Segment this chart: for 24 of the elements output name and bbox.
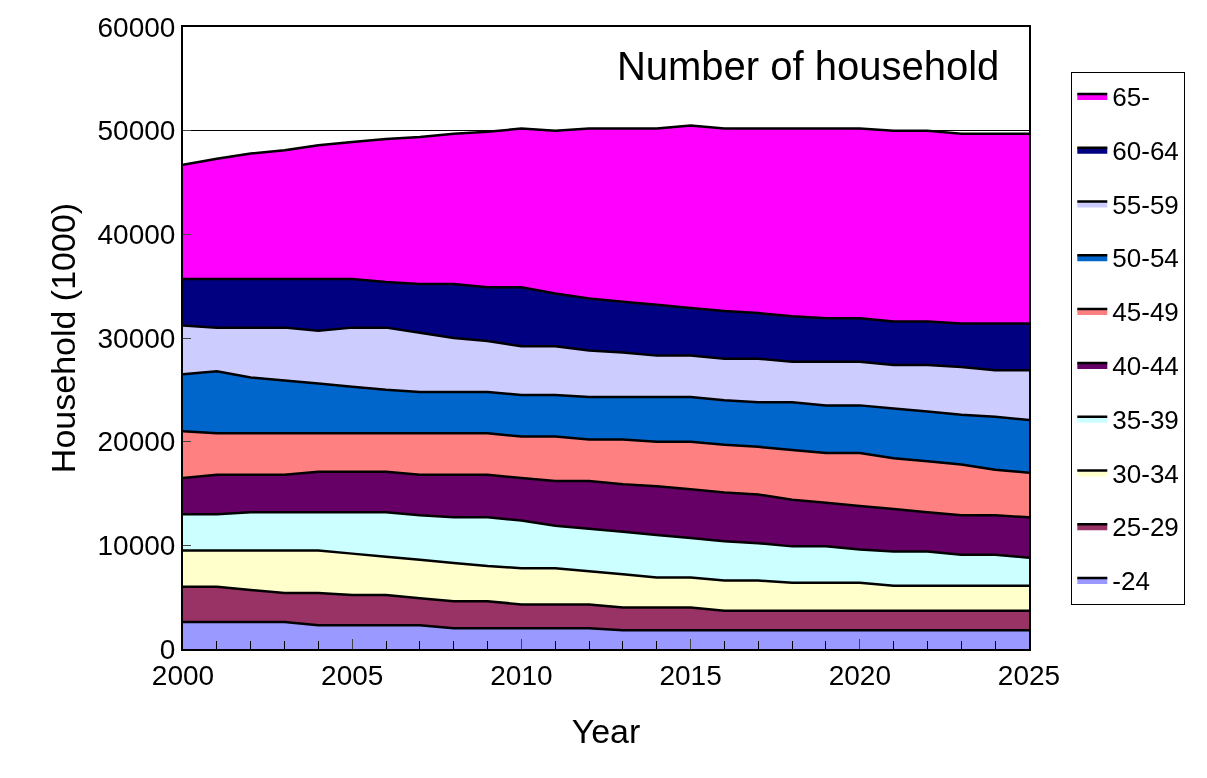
x-tick-label: 2005 — [321, 659, 384, 691]
legend-label: 40-44 — [1112, 351, 1179, 382]
legend-label: -24 — [1112, 566, 1150, 597]
x-tick-label: 2020 — [828, 659, 891, 691]
legend-label: 65- — [1112, 82, 1150, 113]
x-tick-label: 2015 — [659, 659, 722, 691]
x-tick-label: 2025 — [997, 659, 1061, 691]
chart-title: Number of household — [616, 43, 1000, 88]
y-axis-title: Household (1000) — [43, 202, 82, 474]
legend-label: 35-39 — [1112, 404, 1179, 435]
y-tick-label: 60000 — [97, 11, 176, 43]
legend-label: 60-64 — [1112, 135, 1179, 166]
x-axis-title: Year — [571, 712, 641, 751]
legend-label: 55-59 — [1112, 189, 1179, 220]
legend-label: 45-49 — [1112, 297, 1179, 328]
legend-label: 25-29 — [1112, 512, 1179, 543]
y-tick-label: 30000 — [97, 322, 176, 354]
y-tick-label: 40000 — [97, 219, 176, 251]
y-tick-label: 20000 — [97, 426, 176, 458]
y-tick-label: 50000 — [97, 115, 176, 147]
x-tick-label: 2010 — [490, 659, 553, 691]
legend-label: 30-34 — [1112, 458, 1179, 489]
y-tick-label: 10000 — [97, 530, 176, 562]
legend-label: 50-54 — [1112, 243, 1179, 274]
